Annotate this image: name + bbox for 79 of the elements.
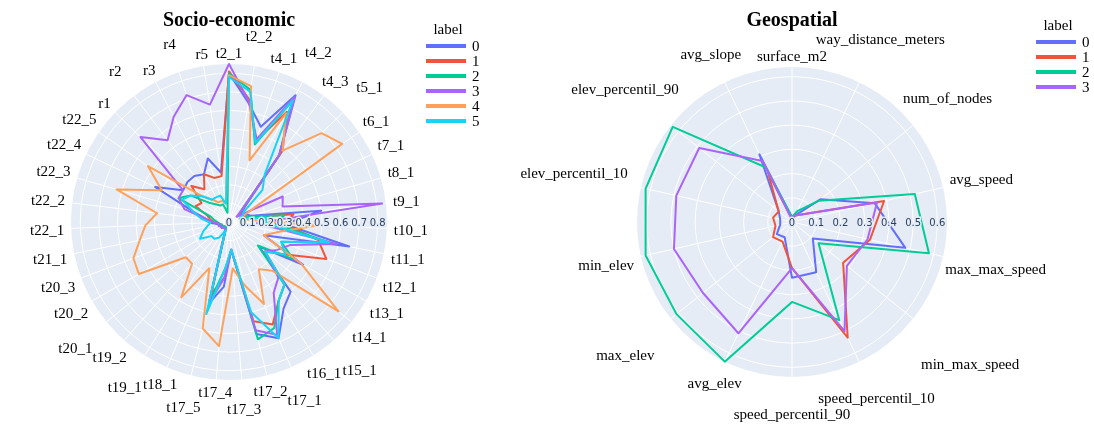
y-tick-label: 0.2	[258, 217, 275, 228]
spoke-label: t22_1	[30, 221, 65, 238]
legend-label: 0	[472, 38, 480, 54]
y-tick-label: 0.6	[929, 217, 946, 228]
spoke-label: speed_percentil_10	[818, 389, 935, 406]
y-tick-label: 0.8	[369, 217, 386, 228]
spoke-label: elev_percentil_90	[571, 81, 679, 98]
spoke-label: t4_3	[321, 72, 349, 89]
spoke-label: t6_1	[362, 112, 390, 129]
spoke-label: t22_5	[62, 110, 97, 127]
spoke-label: avg_slope	[680, 45, 742, 62]
y-tick-label: 0.3	[856, 217, 873, 228]
spoke-label: speed_percentil_90	[733, 406, 851, 423]
chart-title: Socio-economic	[162, 8, 296, 30]
spoke-label: t22_3	[36, 163, 71, 180]
spoke-label: max_max_speed	[945, 260, 1047, 277]
legend-label: 5	[472, 113, 480, 129]
spoke-label: min_max_speed	[920, 356, 1020, 373]
spoke-label: t12_1	[382, 279, 417, 296]
legend-label: 2	[472, 68, 480, 84]
y-tick-label: 0.3	[276, 217, 293, 228]
spoke-label: r1	[98, 94, 111, 111]
y-tick-label: 0.1	[808, 217, 825, 228]
spoke-label: max_elev	[596, 347, 655, 364]
legend-label: 4	[472, 98, 480, 114]
spoke-label: t17_2	[253, 382, 288, 399]
y-tick-label: 0.5	[313, 217, 330, 228]
spoke-label: t17_1	[287, 391, 322, 408]
spoke-label: way_distance_meters	[815, 31, 945, 48]
spoke-label: t20_1	[58, 339, 93, 356]
spoke-label: t14_1	[352, 328, 387, 345]
spoke-label: t8_1	[387, 164, 415, 181]
spoke-label: t11_1	[391, 250, 425, 267]
spoke-label: t22_2	[30, 192, 66, 209]
legend-label: 0	[1082, 34, 1090, 50]
legend-label: 1	[472, 53, 480, 69]
spoke-label: r2	[109, 62, 122, 79]
legend-label: 1	[1082, 49, 1090, 65]
spoke-label: r5	[195, 46, 208, 63]
spoke-label: t4_2	[305, 43, 332, 60]
spoke-label: t2_2	[245, 28, 273, 45]
spoke-label: surface_m2	[757, 48, 827, 65]
y-tick-label: 0.5	[905, 217, 922, 228]
spoke-label: t17_4	[198, 384, 233, 401]
legend-label: 3	[472, 83, 480, 99]
spoke-label: r4	[163, 35, 177, 52]
legend-label: 3	[1082, 79, 1090, 95]
y-tick-label: 0.2	[832, 217, 849, 228]
spoke-label: r3	[142, 62, 156, 79]
spoke-label: num_of_nodes	[902, 90, 993, 107]
spoke-label: t15_1	[342, 361, 377, 378]
spoke-label: t2_1	[215, 45, 243, 62]
spoke-label: t20_3	[41, 279, 76, 296]
spoke-label: t22_4	[47, 136, 82, 153]
chart-title: Geospatial	[746, 8, 838, 31]
spoke-label: elev_percentil_10	[520, 164, 628, 181]
legend-title: label	[433, 21, 463, 37]
spoke-label: avg_elev	[687, 375, 743, 391]
y-tick-label: 0.7	[351, 217, 368, 228]
spoke-label: t17_3	[227, 401, 262, 418]
y-tick-label: 0.1	[239, 217, 256, 228]
legend-title: label	[1043, 17, 1073, 33]
spoke-label: avg_speed	[949, 171, 1014, 188]
spoke-label: t20_2	[54, 305, 89, 322]
spoke-label: t5_1	[356, 79, 383, 96]
spoke-label: t21_1	[33, 250, 68, 267]
spoke-label: t19_1	[107, 379, 142, 396]
y-tick-label: 0.6	[332, 217, 349, 228]
spoke-label: t7_1	[377, 137, 405, 154]
spoke-label: t9_1	[392, 192, 420, 209]
spoke-label: t17_5	[166, 399, 201, 416]
spoke-label: min_elev	[578, 256, 635, 273]
spoke-label: t13_1	[369, 305, 404, 322]
spoke-label: t19_2	[92, 348, 127, 365]
spoke-label: t10_1	[393, 221, 428, 238]
spoke-label: t18_1	[142, 376, 178, 393]
spoke-label: t4_1	[270, 49, 298, 66]
legend-label: 2	[1082, 64, 1090, 80]
spoke-label: t16_1	[307, 364, 342, 381]
